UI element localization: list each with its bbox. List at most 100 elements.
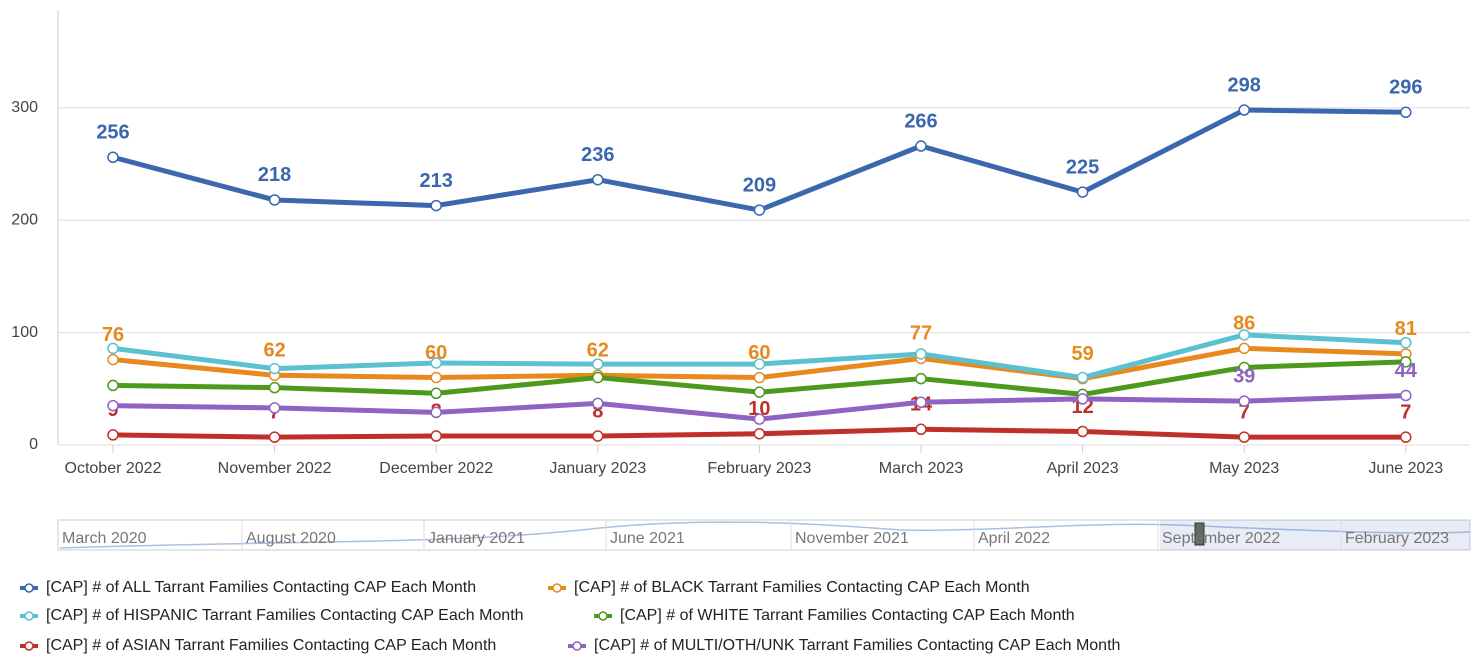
point	[753, 386, 766, 398]
data-label: 225	[1066, 156, 1099, 178]
data-label: 76	[102, 324, 124, 346]
navigator-label: September 2022	[1162, 530, 1280, 547]
legend-item[interactable]: [CAP] # of BLACK Tarrant Families Contac…	[548, 579, 1030, 596]
navigator-label: April 2022	[978, 530, 1050, 547]
point	[753, 371, 766, 384]
point	[1238, 342, 1250, 355]
data-label: 218	[258, 164, 291, 186]
navigator-frame	[57, 519, 1471, 551]
x-tick-label: April 2023	[1047, 460, 1119, 477]
data-label: 60	[425, 342, 447, 364]
point	[107, 399, 119, 412]
point	[1238, 104, 1250, 116]
legend-label: [CAP] # of BLACK Tarrant Families Contac…	[574, 579, 1030, 596]
navigator-label: November 2021	[795, 530, 909, 547]
point	[753, 428, 766, 440]
x-tick-label: March 2023	[879, 460, 964, 477]
point	[430, 387, 442, 400]
legend-item[interactable]: [CAP] # of WHITE Tarrant Families Contac…	[594, 607, 1075, 624]
data-label: 39	[1233, 365, 1255, 387]
point	[915, 372, 927, 385]
point	[430, 430, 442, 442]
legend-item[interactable]: [CAP] # of ASIAN Tarrant Families Contac…	[20, 637, 496, 654]
legend-label: [CAP] # of ASIAN Tarrant Families Contac…	[46, 637, 496, 654]
point	[430, 199, 442, 212]
x-tick-label: February 2023	[707, 460, 811, 477]
point	[1076, 186, 1089, 198]
point	[753, 413, 766, 425]
data-label: 44	[1395, 360, 1418, 382]
navigator-series	[59, 521, 1471, 549]
series	[107, 329, 1412, 384]
data-label: 62	[263, 340, 285, 362]
point	[107, 342, 119, 355]
legend-label: [CAP] # of MULTI/OTH/UNK Tarrant Familie…	[594, 637, 1120, 654]
point	[430, 371, 442, 384]
data-label: 296	[1389, 77, 1422, 99]
y-tick-label: 0	[29, 436, 38, 453]
navigator-handle[interactable]	[1194, 522, 1205, 546]
data-label: 7	[1239, 401, 1250, 423]
x-tick-label: June 2023	[1368, 460, 1443, 477]
point	[430, 357, 442, 369]
point	[1400, 336, 1412, 349]
y-tick-label: 200	[11, 211, 38, 228]
point	[592, 397, 604, 410]
point	[268, 194, 281, 206]
point	[1400, 389, 1412, 402]
data-label: 8	[592, 400, 603, 422]
x-tick-label: December 2022	[379, 460, 493, 477]
point	[1400, 431, 1412, 443]
navigator[interactable]: March 2020 August 2020 January 2021 June 20…	[57, 519, 1471, 551]
point	[1400, 356, 1412, 368]
point	[592, 371, 604, 384]
series	[107, 423, 1412, 443]
point	[915, 423, 927, 436]
data-label: 62	[587, 340, 609, 362]
data-label: 86	[1233, 313, 1255, 335]
y-tick-label: 300	[11, 99, 38, 116]
point	[915, 396, 927, 409]
point	[268, 362, 281, 375]
legend-item[interactable]: [CAP] # of HISPANIC Tarrant Families Con…	[20, 607, 524, 624]
point	[1238, 361, 1250, 374]
data-label: 81	[1395, 318, 1417, 340]
x-tick-label: November 2022	[218, 460, 332, 477]
legend-label: [CAP] # of HISPANIC Tarrant Families Con…	[46, 607, 524, 624]
series	[107, 104, 1412, 216]
point	[753, 358, 766, 370]
point	[915, 140, 927, 152]
point	[1076, 425, 1089, 438]
x-tick-label: January 2023	[549, 460, 646, 477]
navigator-label: June 2021	[610, 530, 685, 547]
point	[1400, 106, 1412, 119]
legend-symbol	[598, 611, 608, 621]
point	[753, 204, 766, 216]
data-label: 213	[420, 170, 453, 192]
point	[1076, 393, 1089, 405]
point	[107, 353, 119, 366]
data-label: 298	[1228, 74, 1261, 96]
legend-item[interactable]: [CAP] # of MULTI/OTH/UNK Tarrant Familie…	[568, 637, 1120, 654]
legend-label: [CAP] # of ALL Tarrant Families Contacti…	[46, 579, 476, 596]
data-label: 59	[1071, 343, 1093, 365]
legend-symbol	[552, 583, 562, 593]
point	[592, 430, 604, 442]
data-label: 209	[743, 174, 776, 196]
point	[107, 429, 119, 441]
legend-symbol	[24, 611, 34, 621]
point	[1238, 395, 1250, 407]
navigator-selection[interactable]	[1160, 520, 1470, 550]
series	[107, 356, 1412, 401]
data-label: 256	[96, 122, 129, 144]
y-tick-label: 100	[11, 324, 38, 341]
data-label: 7	[1400, 401, 1411, 423]
legend-item[interactable]: [CAP] # of ALL Tarrant Families Contacti…	[20, 579, 476, 596]
point	[592, 173, 604, 186]
legend-symbol	[572, 641, 582, 651]
point	[268, 402, 281, 414]
point	[107, 379, 119, 392]
point	[268, 431, 281, 443]
series	[107, 389, 1412, 425]
